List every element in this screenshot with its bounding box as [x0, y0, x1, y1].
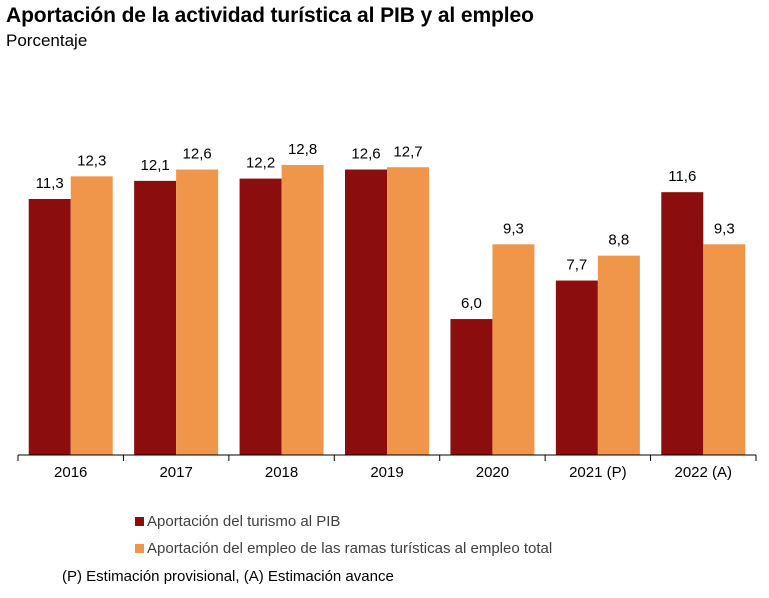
data-label-empleo-6: 9,3 — [714, 220, 735, 237]
data-label-pib-0: 11,3 — [36, 175, 64, 192]
x-tick-label-2: 2018 — [265, 464, 298, 481]
bar-empleo-1 — [176, 169, 219, 455]
bar-chart: 11,3 12,3 2016 12,1 12,6 2017 12,2 12,8 2018 12,6… — [17, 141, 757, 481]
data-label-pib-5: 7,7 — [566, 257, 587, 274]
bar-empleo-2 — [281, 165, 324, 455]
footnote: (P) Estimación provisional, (A) Estimaci… — [62, 568, 394, 585]
bar-empleo-0 — [70, 176, 113, 455]
bar-empleo-4 — [492, 244, 535, 455]
x-tick-label-3: 2019 — [370, 464, 403, 481]
data-label-empleo-1: 12,6 — [183, 146, 212, 163]
data-label-pib-3: 12,6 — [351, 146, 380, 163]
data-label-empleo-0: 12,3 — [77, 152, 106, 169]
legend-item-pib: Aportación del turismo al PIB — [135, 513, 340, 530]
legend-swatch-empleo — [135, 544, 144, 553]
x-tick-label-5: 2021 (P) — [569, 464, 627, 481]
data-label-pib-2: 12,2 — [246, 155, 275, 172]
bar-pib-5 — [555, 280, 598, 455]
legend-item-empleo: Aportación del empleo de las ramas turís… — [135, 540, 552, 557]
legend-label-pib: Aportación del turismo al PIB — [147, 513, 341, 530]
bar-pib-6 — [661, 192, 704, 455]
data-label-empleo-2: 12,8 — [288, 141, 317, 158]
data-label-empleo-4: 9,3 — [503, 220, 524, 237]
bar-pib-1 — [134, 180, 177, 455]
data-label-pib-1: 12,1 — [141, 157, 170, 174]
legend-label-empleo: Aportación del empleo de las ramas turís… — [147, 540, 553, 557]
x-tick-label-1: 2017 — [159, 464, 192, 481]
bar-pib-4 — [450, 319, 493, 455]
x-tick-label-0: 2016 — [54, 464, 87, 481]
data-label-pib-4: 6,0 — [461, 295, 482, 312]
data-label-empleo-3: 12,7 — [393, 143, 422, 160]
chart-subtitle: Porcentaje — [6, 31, 88, 50]
x-tick-label-4: 2020 — [476, 464, 509, 481]
bar-empleo-3 — [387, 167, 429, 455]
x-tick-label-6: 2022 (A) — [675, 464, 733, 481]
bar-empleo-6 — [703, 244, 746, 455]
legend-swatch-pib — [135, 517, 144, 526]
bar-pib-3 — [345, 169, 387, 455]
chart-title: Aportación de la actividad turística al … — [6, 4, 534, 27]
data-label-empleo-5: 8,8 — [608, 232, 629, 249]
data-label-pib-6: 11,6 — [668, 168, 696, 185]
bar-pib-0 — [28, 198, 71, 455]
bar-empleo-5 — [597, 255, 640, 455]
bar-pib-2 — [239, 178, 282, 455]
